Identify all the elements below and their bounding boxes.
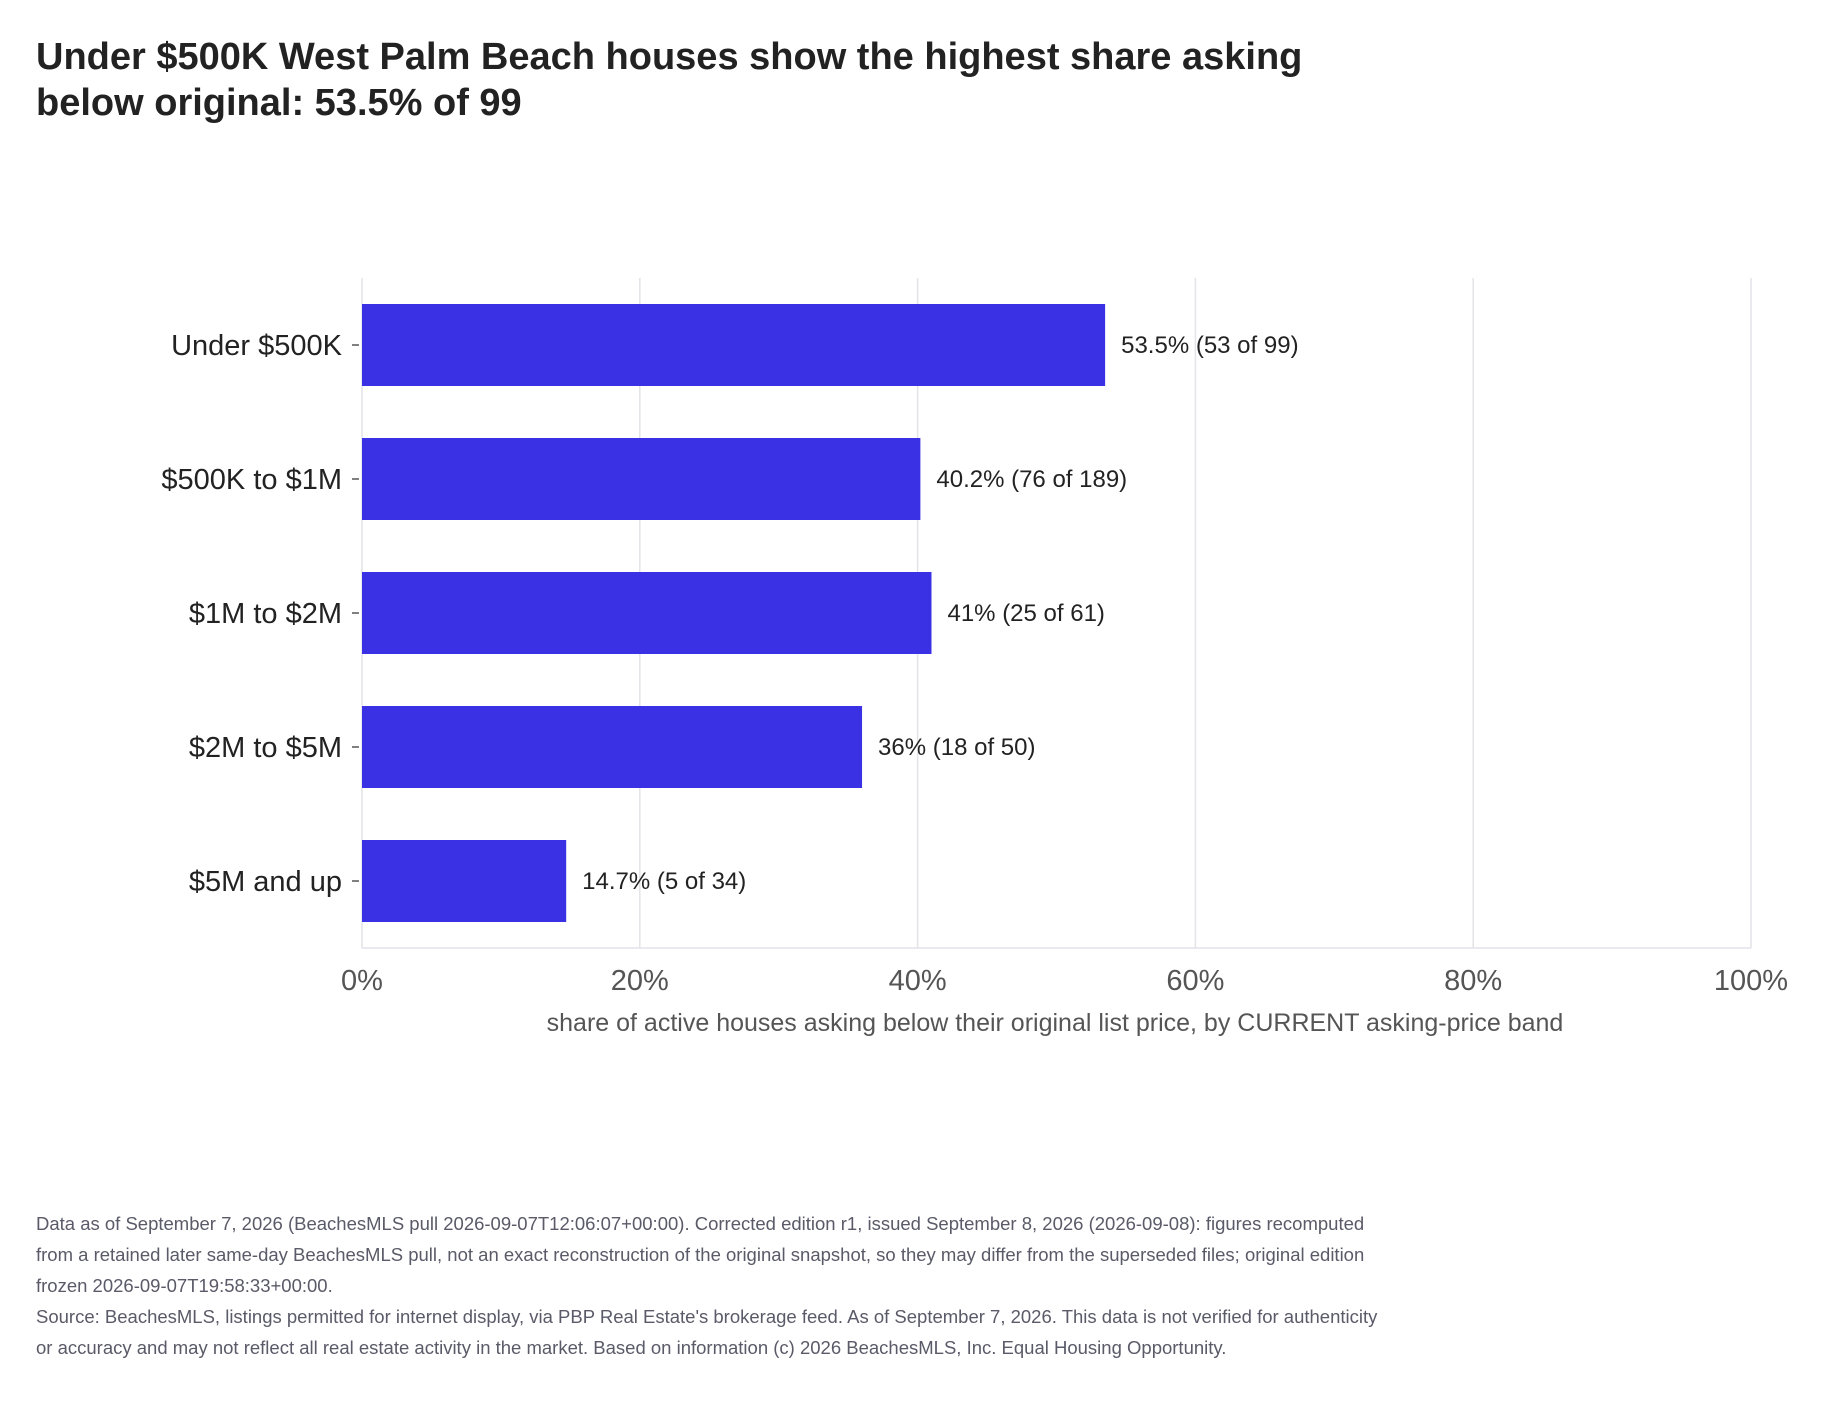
footnote: Data as of September 7, 2026 (BeachesMLS… <box>36 1208 1396 1363</box>
data-label: 40.2% (76 of 189) <box>936 466 1127 493</box>
data-label: 53.5% (53 of 99) <box>1121 332 1298 359</box>
bars <box>362 304 1106 922</box>
category-label: $500K to $1M <box>161 464 342 496</box>
x-tick-label: 100% <box>1714 965 1788 997</box>
category-label: Under $500K <box>171 330 343 362</box>
data-labels: 53.5% (53 of 99) 40.2% (76 of 189) 41% (25… <box>582 332 1298 895</box>
category-label: $5M and up <box>189 866 342 898</box>
x-tick-label: 40% <box>889 965 947 997</box>
x-tick-label: 0% <box>341 965 383 997</box>
category-axis: Under $500K $500K to $1M $1M to $2M $2M to … <box>161 330 359 898</box>
bar <box>362 572 932 654</box>
data-label: 41% (25 of 61) <box>947 600 1104 627</box>
data-label: 14.7% (5 of 34) <box>582 868 746 895</box>
bar <box>362 304 1106 386</box>
bar <box>362 438 921 520</box>
x-tick-label: 20% <box>611 965 669 997</box>
bar <box>362 706 863 788</box>
data-label: 36% (18 of 50) <box>878 734 1035 761</box>
value-axis: 0% 20% 40% 60% 80% 100% <box>341 965 1788 997</box>
category-label: $2M to $5M <box>189 732 342 764</box>
chart-title: Under $500K West Palm Beach houses show … <box>36 36 1303 124</box>
x-axis-label: share of active houses asking below thei… <box>547 1009 1564 1037</box>
data-note: Data as of September 7, 2026 (BeachesMLS… <box>36 1213 1365 1296</box>
bar-chart: 53.5% (53 of 99) 40.2% (76 of 189) 41% (25… <box>161 278 1788 1037</box>
x-tick-label: 80% <box>1444 965 1502 997</box>
category-label: $1M to $2M <box>189 598 342 630</box>
x-tick-label: 60% <box>1166 965 1224 997</box>
source-note: Source: BeachesMLS, listings permitted f… <box>36 1306 1378 1358</box>
bar <box>362 840 567 922</box>
